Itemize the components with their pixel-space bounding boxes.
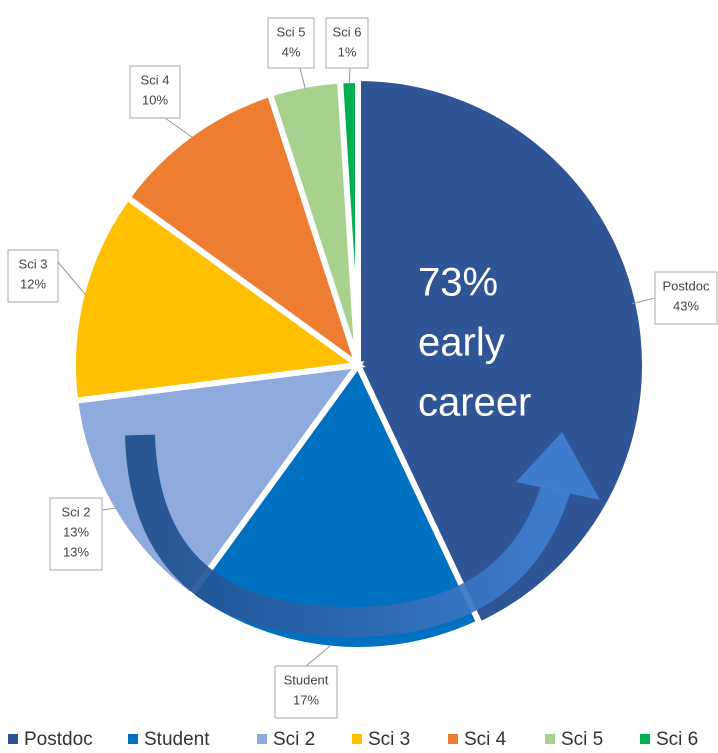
pie-slice — [71, 361, 365, 600]
legend-label: Sci 4 — [464, 729, 507, 750]
data-label: Sci 5 — [277, 24, 306, 39]
data-label: 13% — [63, 524, 89, 539]
pie-slice — [123, 90, 364, 373]
data-label: 10% — [142, 92, 168, 107]
legend-label: Student — [144, 729, 210, 750]
data-label: 13% — [63, 544, 89, 559]
leader-line — [299, 67, 306, 90]
leader-line — [632, 297, 656, 305]
arrow-body — [125, 434, 571, 638]
legend-swatch — [352, 734, 362, 744]
arrow-head — [516, 432, 600, 500]
legend-swatch — [128, 734, 138, 744]
data-label: Student — [284, 672, 329, 687]
data-label: 17% — [293, 692, 319, 707]
data-label: Postdoc — [663, 278, 710, 293]
label-box — [654, 271, 718, 325]
label-box — [325, 17, 369, 69]
legend-swatch — [8, 734, 18, 744]
label-box — [129, 65, 181, 119]
data-label: 12% — [20, 276, 46, 291]
pie-slice — [70, 193, 366, 405]
annotation: 73% — [418, 261, 498, 305]
leader-line — [164, 117, 194, 139]
leader-line — [57, 261, 87, 296]
label-box — [49, 497, 103, 571]
data-label: 43% — [673, 298, 699, 313]
legend-label: Sci 6 — [656, 729, 698, 750]
data-label: 4% — [282, 44, 301, 59]
leader-line — [348, 67, 351, 85]
legend-label: Sci 5 — [561, 729, 603, 750]
leader-line — [305, 644, 332, 667]
pie-slice — [186, 359, 484, 653]
legend-label: Sci 3 — [368, 729, 410, 750]
data-label: 1% — [338, 44, 357, 59]
legend-swatch — [640, 734, 650, 744]
label-box — [7, 249, 59, 303]
data-label: Sci 4 — [141, 72, 170, 87]
legend-label: Sci 2 — [273, 729, 315, 750]
pie — [70, 76, 645, 653]
data-label: Sci 6 — [333, 24, 362, 39]
legend-swatch — [257, 734, 267, 744]
legend-label: Postdoc — [24, 729, 93, 750]
data-label: Sci 3 — [19, 256, 48, 271]
leader-line — [101, 507, 117, 511]
annotation: early — [418, 321, 505, 365]
legend-swatch — [545, 734, 555, 744]
label-box — [274, 665, 338, 719]
label-box — [267, 17, 315, 69]
annotation: career — [418, 381, 531, 425]
legend-swatch — [448, 734, 458, 744]
data-label: Sci 2 — [62, 504, 91, 519]
